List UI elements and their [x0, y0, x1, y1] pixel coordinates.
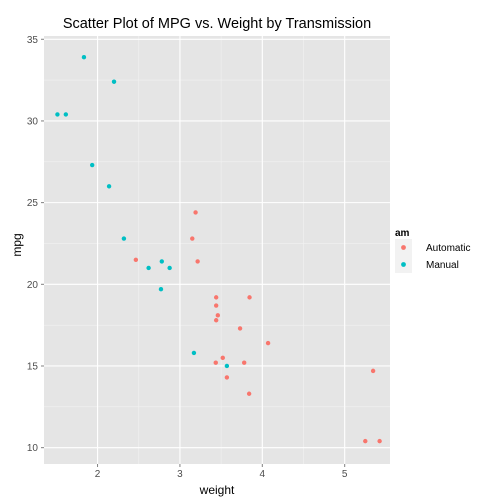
data-point-automatic: [241, 360, 247, 365]
y-tick-label: 15: [27, 361, 39, 372]
data-point-automatic: [237, 326, 243, 331]
data-point-automatic: [363, 438, 368, 444]
data-points: [55, 55, 382, 444]
y-axis: 10 15 20 25 30 35: [27, 35, 44, 454]
data-point-manual: [55, 112, 60, 117]
y-axis-title: mpg: [10, 233, 24, 256]
data-point-automatic: [377, 438, 382, 444]
data-point-automatic: [246, 391, 252, 396]
data-point-automatic: [213, 318, 219, 323]
y-tick-label: 10: [27, 443, 39, 454]
data-point-manual: [89, 162, 95, 168]
data-point-manual: [224, 363, 230, 369]
legend: am Automatic Manual: [395, 228, 470, 273]
x-tick-label: 4: [260, 469, 266, 480]
data-point-manual: [191, 350, 197, 356]
y-tick-label: 25: [27, 198, 39, 209]
data-point-automatic: [213, 360, 218, 365]
data-point-automatic: [133, 257, 139, 263]
data-point-automatic: [220, 355, 225, 361]
x-tick-label: 5: [342, 469, 348, 480]
legend-point-manual: [401, 262, 406, 267]
x-axis: 2 3 4 5: [95, 464, 348, 480]
data-point-manual: [111, 79, 117, 84]
x-axis-title: weight: [199, 483, 235, 497]
data-point-manual: [81, 55, 87, 60]
minor-grid: [44, 36, 390, 464]
data-point-manual: [146, 265, 151, 271]
data-point-automatic: [215, 313, 221, 318]
data-point-automatic: [265, 340, 271, 346]
data-point-manual: [159, 259, 165, 264]
data-point-automatic: [224, 375, 230, 380]
data-point-automatic: [190, 236, 195, 241]
x-tick-label: 3: [177, 469, 183, 480]
data-point-automatic: [370, 368, 376, 374]
legend-point-automatic: [401, 245, 406, 250]
y-tick-label: 30: [27, 116, 39, 127]
plot-panel: [44, 36, 390, 464]
major-grid: [44, 36, 390, 464]
data-point-automatic: [247, 295, 252, 300]
data-point-automatic: [213, 295, 219, 300]
data-point-automatic: [213, 303, 219, 308]
data-point-automatic: [193, 210, 198, 215]
data-point-manual: [63, 112, 69, 117]
chart-title: Scatter Plot of MPG vs. Weight by Transm…: [63, 16, 371, 32]
legend-title: am: [395, 228, 410, 239]
data-point-manual: [167, 265, 172, 271]
legend-label-manual: Manual: [426, 260, 459, 271]
data-point-manual: [121, 236, 127, 241]
x-tick-label: 2: [95, 469, 101, 480]
data-point-automatic: [195, 259, 200, 264]
data-point-manual: [158, 287, 164, 292]
y-tick-label: 20: [27, 280, 39, 291]
legend-label-automatic: Automatic: [426, 243, 470, 254]
y-tick-label: 35: [27, 35, 39, 46]
data-point-manual: [106, 184, 112, 189]
